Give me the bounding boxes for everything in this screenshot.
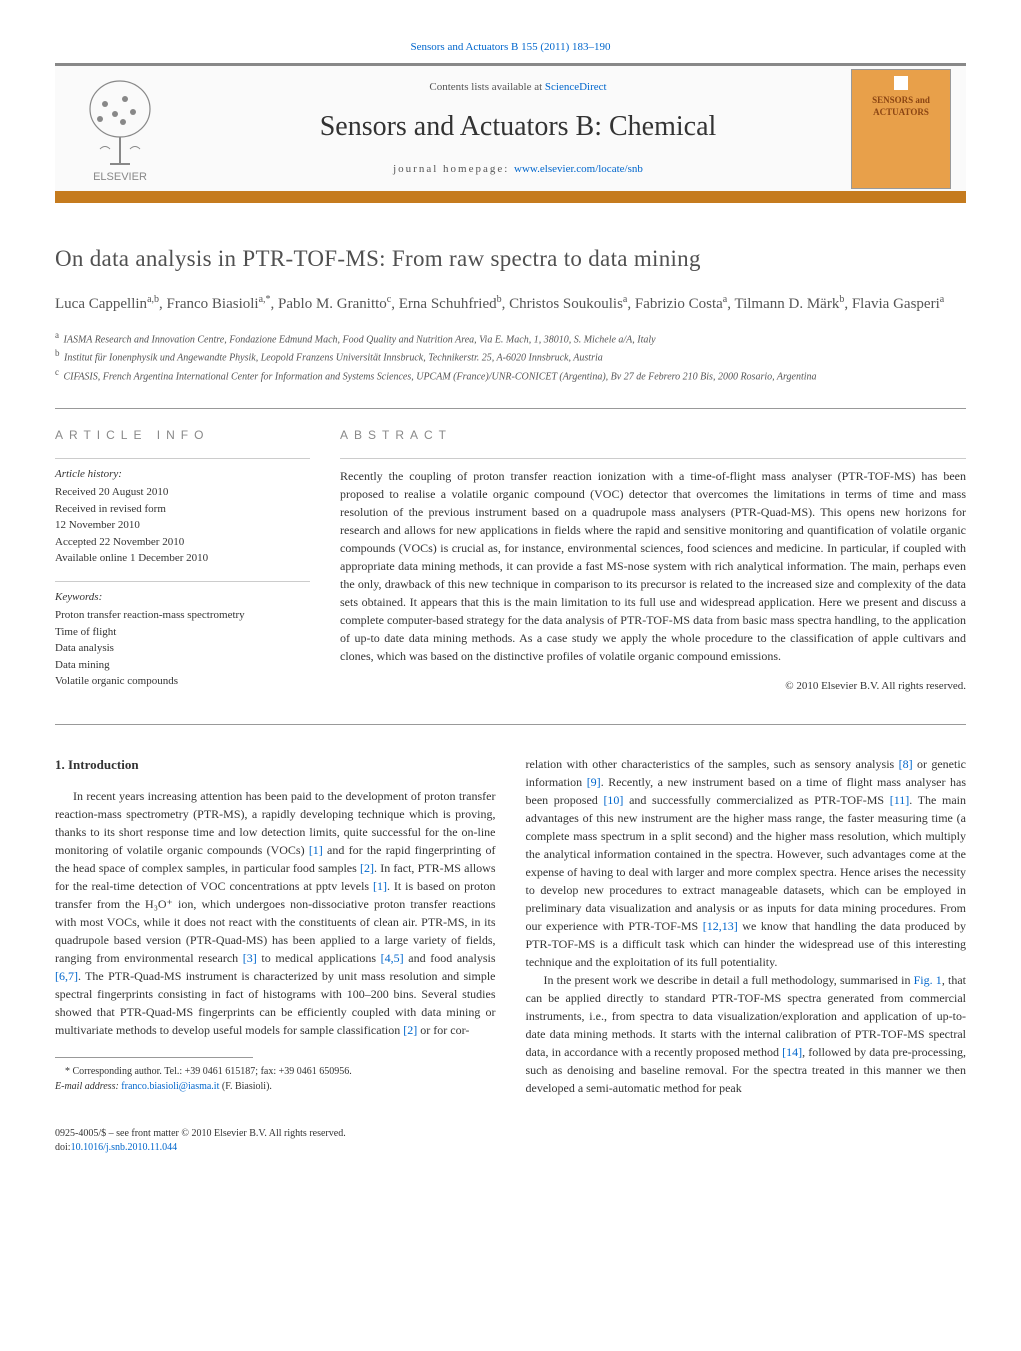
- footnote-email-label: E-mail address:: [55, 1081, 119, 1092]
- info-abstract-row: ARTICLE INFO Article history: Received 2…: [55, 408, 966, 694]
- citation-link[interactable]: [1]: [309, 843, 323, 857]
- section-title: Introduction: [68, 757, 139, 772]
- abstract-copyright: © 2010 Elsevier B.V. All rights reserved…: [340, 679, 966, 694]
- keyword-line: Data mining: [55, 657, 310, 674]
- body-two-columns: 1. Introduction In recent years increasi…: [55, 755, 966, 1097]
- abstract-column: ABSTRACT Recently the coupling of proton…: [340, 427, 966, 694]
- sciencedirect-link[interactable]: ScienceDirect: [545, 81, 607, 93]
- cover-text-line2: ACTUATORS: [873, 106, 929, 119]
- keyword-lines: Proton transfer reaction-mass spectromet…: [55, 607, 310, 690]
- citation-link[interactable]: [8]: [899, 757, 913, 771]
- citation-link[interactable]: [2]: [360, 861, 374, 875]
- footer-copyright-line: 0925-4005/$ – see front matter © 2010 El…: [55, 1127, 966, 1141]
- citation-link[interactable]: [6,7]: [55, 969, 78, 983]
- article-info-column: ARTICLE INFO Article history: Received 2…: [55, 427, 310, 694]
- section-number: 1.: [55, 757, 65, 772]
- publisher-logo: ELSEVIER: [55, 64, 185, 194]
- citation-link[interactable]: [2]: [403, 1023, 417, 1037]
- elsevier-tree-icon: ELSEVIER: [75, 74, 165, 184]
- footnote-marker: *: [65, 1066, 70, 1077]
- footnote-email-attrib: (F. Biasioli).: [222, 1081, 272, 1092]
- contents-prefix: Contents lists available at: [429, 81, 544, 93]
- citation-link[interactable]: [4,5]: [381, 951, 404, 965]
- citation-link[interactable]: [9]: [587, 775, 601, 789]
- history-line: Available online 1 December 2010: [55, 550, 310, 567]
- authors-list: Luca Cappellina,b, Franco Biasiolia,*, P…: [55, 292, 966, 316]
- cover-icon: [894, 76, 908, 90]
- contents-lists-line: Contents lists available at ScienceDirec…: [200, 80, 836, 95]
- affiliation-line: c CIFASIS, French Argentina Internationa…: [55, 366, 966, 384]
- abstract-text: Recently the coupling of proton transfer…: [340, 458, 966, 665]
- history-line: Received 20 August 2010: [55, 484, 310, 501]
- abstract-heading: ABSTRACT: [340, 427, 966, 444]
- citation-link[interactable]: [10]: [603, 793, 623, 807]
- homepage-line: journal homepage: www.elsevier.com/locat…: [200, 162, 836, 177]
- svg-text:ELSEVIER: ELSEVIER: [93, 171, 147, 183]
- citation-link[interactable]: [1]: [373, 879, 387, 893]
- article-history-lines: Received 20 August 2010Received in revis…: [55, 484, 310, 567]
- keywords-label: Keywords:: [55, 581, 310, 605]
- keyword-line: Proton transfer reaction-mass spectromet…: [55, 607, 310, 624]
- doi-link[interactable]: 10.1016/j.snb.2010.11.044: [71, 1142, 178, 1153]
- affiliation-line: b Institut für Ionenphysik und Angewandt…: [55, 347, 966, 365]
- journal-header-box: ELSEVIER Contents lists available at Sci…: [55, 63, 966, 203]
- keyword-line: Volatile organic compounds: [55, 673, 310, 690]
- keyword-line: Data analysis: [55, 640, 310, 657]
- citation-link[interactable]: Fig. 1: [914, 973, 942, 987]
- journal-title: Sensors and Actuators B: Chemical: [200, 107, 836, 146]
- keywords-block: Keywords: Proton transfer reaction-mass …: [55, 581, 310, 690]
- journal-cover-thumbnail: SENSORS and ACTUATORS: [851, 69, 951, 189]
- citation-link[interactable]: [3]: [243, 951, 257, 965]
- section-1-heading: 1. Introduction: [55, 755, 496, 775]
- footnote-separator: [55, 1057, 253, 1058]
- corresponding-author-footnote: * Corresponding author. Tel.: +39 0461 6…: [55, 1064, 496, 1094]
- footnote-email-link[interactable]: franco.biasioli@iasma.it: [121, 1081, 219, 1092]
- citation-link[interactable]: [2]: [360, 861, 374, 875]
- doi-prefix: doi:: [55, 1142, 71, 1153]
- citation-link[interactable]: [11]: [890, 793, 910, 807]
- affiliation-line: a IASMA Research and Innovation Centre, …: [55, 329, 966, 347]
- article-history-label: Article history:: [55, 458, 310, 482]
- footnote-text: Corresponding author. Tel.: +39 0461 615…: [73, 1066, 352, 1077]
- article-info-heading: ARTICLE INFO: [55, 427, 310, 444]
- citation-link[interactable]: [12,13]: [703, 919, 738, 933]
- affiliations-block: a IASMA Research and Innovation Centre, …: [55, 329, 966, 384]
- footer-metadata: 0925-4005/$ – see front matter © 2010 El…: [55, 1127, 966, 1155]
- citation-link[interactable]: [14]: [782, 1045, 802, 1059]
- intro-paragraph-1: In recent years increasing attention has…: [55, 787, 496, 1039]
- cover-text-line1: SENSORS and: [872, 94, 930, 107]
- homepage-prefix: journal homepage:: [393, 163, 514, 175]
- citation-link[interactable]: [1]: [309, 843, 323, 857]
- keyword-line: Time of flight: [55, 624, 310, 641]
- section-divider: [55, 724, 966, 725]
- history-line: 12 November 2010: [55, 517, 310, 534]
- header-center-block: Contents lists available at ScienceDirec…: [185, 70, 851, 188]
- intro-paragraph-3: In the present work we describe in detai…: [526, 971, 967, 1097]
- history-line: Received in revised form: [55, 501, 310, 518]
- journal-reference-header: Sensors and Actuators B 155 (2011) 183–1…: [55, 40, 966, 55]
- history-line: Accepted 22 November 2010: [55, 534, 310, 551]
- citation-link[interactable]: [1]: [373, 879, 387, 893]
- homepage-link[interactable]: www.elsevier.com/locate/snb: [514, 163, 643, 175]
- footer-doi-line: doi:10.1016/j.snb.2010.11.044: [55, 1141, 966, 1155]
- intro-paragraph-2-continuation: relation with other characteristics of t…: [526, 755, 967, 971]
- paper-title: On data analysis in PTR-TOF-MS: From raw…: [55, 243, 966, 275]
- citation-link[interactable]: [2]: [403, 1023, 417, 1037]
